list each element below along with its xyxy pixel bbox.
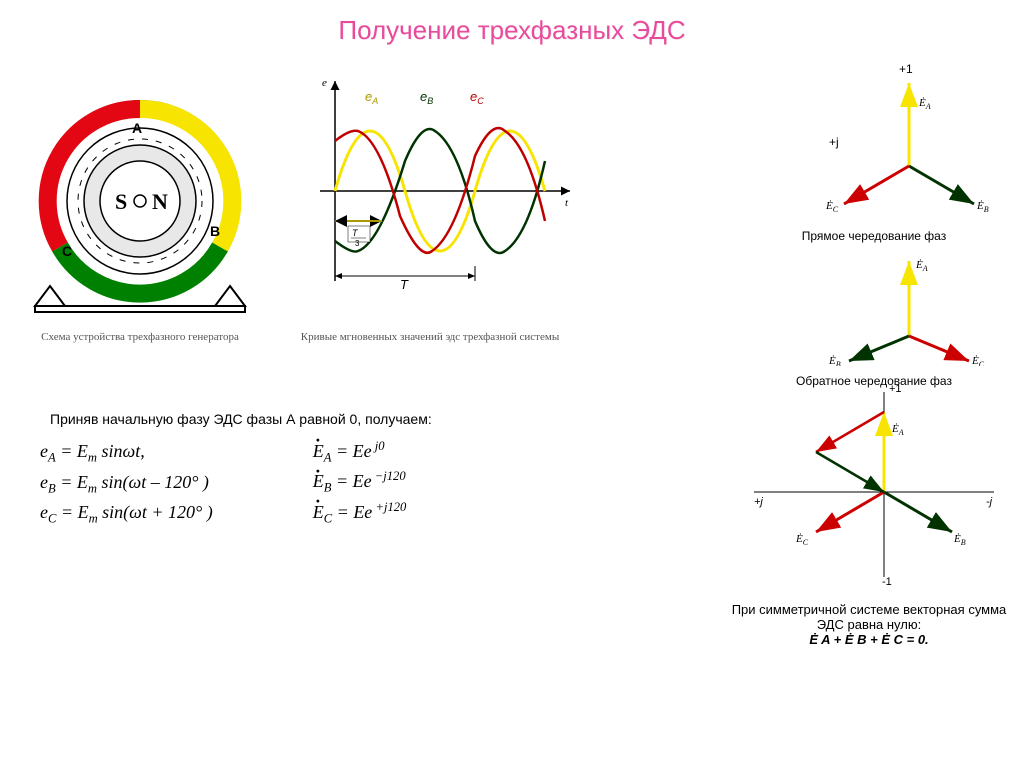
generator-section: S N A B C Схема устройства трехфазного г… [10, 61, 270, 343]
svg-text:-j: -j [986, 496, 993, 508]
sum-vector-diagram: +1 -1 +j -j ĖA ĖB ĖC [724, 377, 1014, 587]
phase-a-label: A [132, 120, 142, 136]
phase-b-label: B [210, 223, 220, 239]
ea-rev-label: ĖA [915, 259, 928, 273]
ea-vec-label: ĖA [918, 97, 931, 111]
svg-text:t: t [565, 197, 569, 209]
generator-caption: Схема устройства трехфазного генератора [10, 331, 270, 343]
sine-section: e t eA eB eC T 3 T [280, 61, 580, 343]
svg-text:e: e [322, 77, 327, 89]
eb-label: eB [420, 89, 433, 106]
eb-rev-label: ĖB [828, 355, 841, 366]
svg-text:3: 3 [355, 239, 360, 248]
svg-text:+j: +j [754, 496, 763, 508]
sine-diagram: e t eA eB eC T 3 T [280, 61, 580, 321]
direct-sequence-diagram: +1 +j ĖA ĖB ĖC [734, 61, 1014, 221]
phasor-equations: EA = Ee j0 EB = Ee −j120 EC = Ee +j120 [313, 437, 407, 528]
sum-note: При симметричной системе векторная сумма… [724, 602, 1014, 647]
plusj-label: +j [829, 135, 839, 149]
equations-row: eA = Em sinωt, eB = Em sin(ωt – 120° ) e… [10, 437, 1014, 647]
sum-vector-section: +1 -1 +j -j ĖA ĖB ĖC При симметричной си… [724, 377, 1014, 647]
time-equations: eA = Em sinωt, eB = Em sin(ωt – 120° ) e… [40, 437, 213, 529]
vector-section: +1 +j ĖA ĖB ĖC Прямое чередование фаз ĖA… [734, 61, 1014, 391]
phase-c-label: C [62, 243, 72, 259]
generator-diagram: S N A B C [10, 61, 270, 321]
direct-caption: Прямое чередование фаз [734, 229, 1014, 243]
top-row: S N A B C Схема устройства трехфазного г… [10, 61, 1014, 391]
svg-text:-1: -1 [882, 576, 892, 587]
svg-text:T: T [400, 277, 409, 292]
plus1-label: +1 [899, 62, 913, 76]
rotor-n-label: N [152, 189, 168, 214]
svg-text:+1: +1 [889, 383, 902, 395]
page-title: Получение трехфазных ЭДС [10, 15, 1014, 46]
ea-label: eA [365, 89, 378, 106]
ec-vec-label: ĖC [825, 200, 839, 214]
svg-text:ĖA: ĖA [891, 423, 904, 437]
sine-caption: Кривые мгновенных значений эдс трехфазно… [280, 331, 580, 343]
reverse-sequence-diagram: ĖA ĖB ĖC [734, 246, 1014, 366]
rotor-s-label: S [115, 189, 127, 214]
svg-text:ĖB: ĖB [953, 533, 966, 547]
ec-label: eC [470, 89, 484, 106]
ec-rev-label: ĖC [971, 355, 985, 366]
eb-vec-label: ĖB [976, 200, 989, 214]
svg-text:ĖC: ĖC [795, 533, 809, 547]
